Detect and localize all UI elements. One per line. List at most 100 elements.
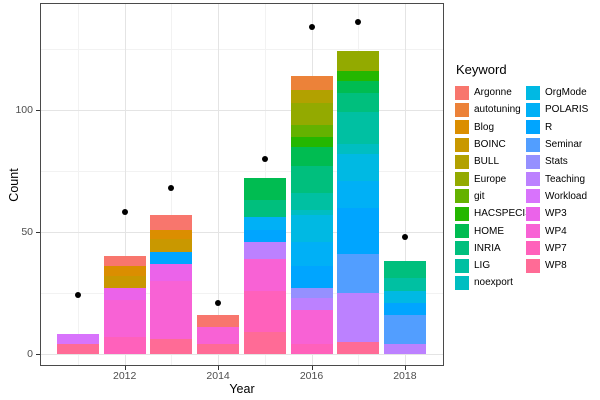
legend-key-swatch: [455, 137, 469, 152]
y-axis-title: Count: [7, 168, 21, 202]
legend-item-label: BOINC: [474, 139, 506, 151]
data-point: [121, 209, 128, 216]
bar-segment-INRIA: [337, 92, 380, 113]
bar-segment-POLARIS: [337, 180, 380, 208]
legend-item: BOINC: [455, 136, 526, 153]
legend-item-label: WP8: [545, 260, 567, 272]
bar-segment-R: [243, 229, 286, 242]
legend-item-label: WP7: [545, 242, 567, 254]
bar-segment-Blog: [150, 229, 193, 240]
x-tick-label: 2014: [206, 370, 230, 382]
legend-item-label: Blog: [474, 121, 495, 133]
legend-item-label: POLARIS: [545, 104, 589, 116]
legend-title: Keyword: [456, 62, 507, 77]
legend-item: noexport: [455, 274, 526, 291]
legend-key-swatch: [455, 206, 469, 221]
legend-item-label: WP3: [545, 208, 567, 220]
legend-columns: Argonne autotuning Blog BOINC BULL Europe git H…: [455, 84, 597, 292]
bar-segment-WP8: [197, 344, 240, 354]
bar-segment-OrgMode: [337, 153, 380, 181]
x-tick: [404, 366, 406, 370]
bar-segment-OrgMode: [383, 290, 426, 303]
bar-segment-WP3: [150, 263, 193, 281]
legend-key-swatch: [455, 120, 469, 135]
legend-key-swatch: [526, 172, 540, 187]
data-point: [261, 155, 268, 162]
bar-segment-WP8: [337, 341, 380, 354]
bar-segment-Europe: [290, 102, 333, 125]
legend-item-label: HOME: [474, 225, 504, 237]
legend-item-label: INRIA: [474, 242, 501, 254]
bar-segment-POLARIS: [243, 217, 286, 230]
bar-segment-POLARIS: [290, 241, 333, 267]
bar-segment-WP4: [103, 300, 146, 337]
legend-item: Workload: [526, 188, 597, 205]
bar-segment-WP4: [243, 258, 286, 291]
bar-segment-R: [383, 302, 426, 315]
gridline-major-y: [41, 354, 443, 355]
legend-item-label: git: [474, 190, 485, 202]
legend-item: INRIA: [455, 240, 526, 257]
bar-segment-Teaching: [337, 293, 380, 342]
legend-item: Stats: [526, 153, 597, 170]
legend-key-swatch: [526, 154, 540, 169]
legend-item: LIG: [455, 257, 526, 274]
legend-item: Europe: [455, 170, 526, 187]
legend-key-swatch: [526, 120, 540, 135]
legend-item-label: WP4: [545, 225, 567, 237]
gridline-minor-y: [41, 49, 443, 50]
bar-segment-BOINC: [150, 239, 193, 252]
legend-key-swatch: [526, 189, 540, 204]
legend-item-label: Stats: [545, 156, 568, 168]
legend-item-label: OrgMode: [545, 87, 587, 99]
legend-key-swatch: [455, 85, 469, 100]
legend-item-label: Europe: [474, 173, 507, 185]
bar-segment-HOME: [290, 146, 333, 167]
legend-item: HOME: [455, 222, 526, 239]
gridline-major-x: [218, 4, 220, 365]
legend-column: Argonne autotuning Blog BOINC BULL Europe git H…: [455, 84, 532, 292]
bar-segment-WP4: [290, 310, 333, 345]
bar-segment-INRIA: [243, 200, 286, 218]
legend-key-swatch: [526, 206, 540, 221]
bar-segment-noexport: [337, 144, 380, 154]
bar-segment-WP4: [150, 280, 193, 340]
bar-segment-Europe: [337, 51, 380, 71]
data-point: [215, 299, 222, 306]
x-tick-label: 2018: [393, 370, 417, 382]
bar-segment-WP4: [197, 327, 240, 345]
bar-segment-R: [290, 266, 333, 289]
bar-segment-WP7: [290, 344, 333, 354]
y-tick-label: 50: [21, 226, 33, 238]
legend-key-swatch: [455, 189, 469, 204]
gridline-major-x: [404, 4, 406, 365]
legend: Keyword Argonne autotuning Blog BOINC BULL Eu…: [455, 62, 597, 292]
bar-segment-R: [150, 251, 193, 264]
legend-item-label: HACSPECIS: [474, 208, 532, 220]
data-point: [355, 19, 362, 26]
legend-item-label: autotuning: [474, 104, 521, 116]
gridline-minor-x: [171, 4, 173, 365]
bar-segment-Argonne: [197, 314, 240, 328]
legend-item: Seminar: [526, 136, 597, 153]
bar-segment-WP8: [150, 339, 193, 354]
gridline-major-x: [124, 4, 126, 365]
bar-segment-OrgMode: [290, 214, 333, 242]
legend-item-label: Argonne: [474, 87, 512, 99]
y-tick: [36, 110, 40, 111]
bar-segment-INRIA: [290, 166, 333, 193]
bar-segment-Argonne: [103, 256, 146, 267]
legend-item-label: noexport: [474, 277, 513, 289]
legend-key-swatch: [526, 102, 540, 117]
legend-item: POLARIS: [526, 101, 597, 118]
bar-segment-HOME: [337, 80, 380, 93]
bar-segment-BOINC: [103, 275, 146, 289]
legend-key-swatch: [455, 102, 469, 117]
bar-segment-LIG: [337, 112, 380, 145]
x-tick: [124, 366, 126, 370]
legend-item-label: LIG: [474, 260, 491, 272]
bar-segment-WP3: [103, 288, 146, 301]
data-point: [401, 233, 408, 240]
x-axis-title: Year: [229, 382, 255, 396]
